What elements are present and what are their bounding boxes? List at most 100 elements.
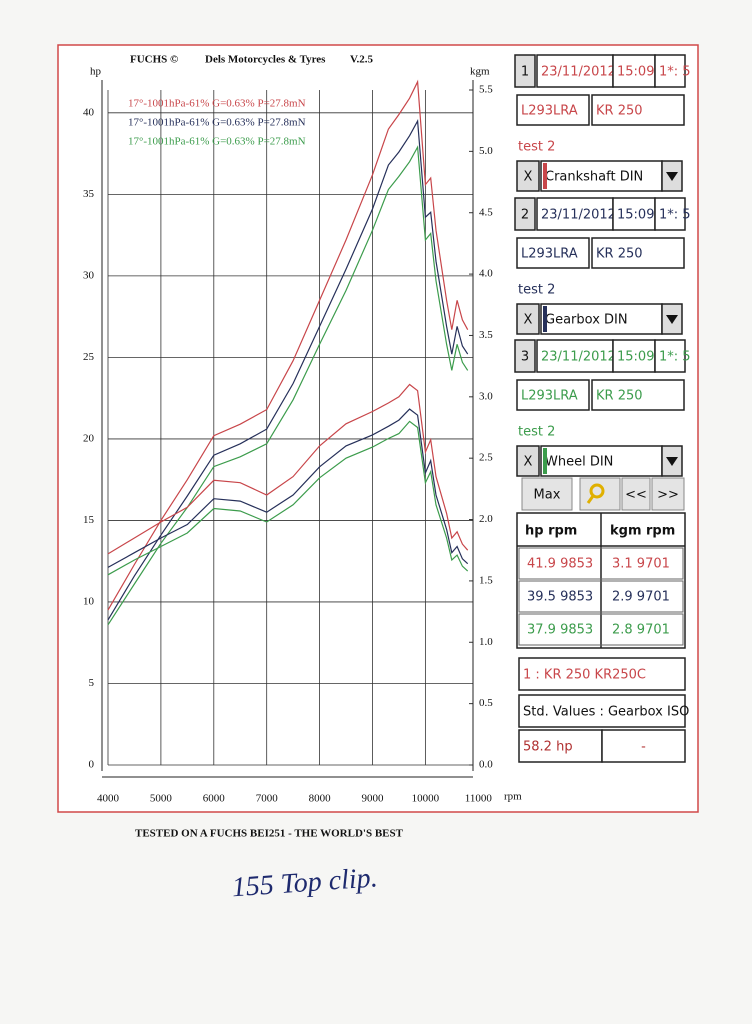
run-time: 15:09	[617, 65, 654, 80]
chart-title: Dels Motorcycles & Tyres	[205, 54, 326, 66]
run-model: KR 250	[596, 247, 643, 262]
y2-tick-label: 5.0	[479, 145, 493, 157]
x-tick-label: 6000	[203, 793, 226, 805]
run-date-box	[536, 339, 614, 373]
run-time-box	[612, 339, 656, 373]
model-info: 1 : KR 250 KR250C	[523, 668, 646, 683]
y-tick-label: 0	[89, 759, 95, 771]
zoom-icon	[589, 483, 605, 499]
run-plate: L293LRA	[521, 247, 578, 262]
run-date: 23/11/2012	[541, 350, 616, 365]
run-number: 3	[521, 350, 529, 365]
legend-entry: 17°-1001hPa-61% G=0.63% P=27.8mN	[128, 98, 306, 110]
run-mode: Crankshaft DIN	[545, 170, 643, 185]
run-test: test 2	[518, 283, 555, 298]
y2-tick-label: 4.5	[479, 206, 493, 218]
power-line	[107, 145, 469, 626]
nav-button[interactable]	[651, 477, 685, 511]
power-line	[107, 79, 469, 611]
close-label: X	[524, 455, 533, 470]
x-tick-label: 11000	[465, 793, 493, 805]
mode-stripe	[543, 448, 547, 474]
table-header: kgm rpm	[610, 524, 675, 539]
run-ratio-box	[654, 54, 686, 88]
run-model-box	[591, 379, 685, 411]
table-cell: 41.9 9853	[527, 557, 593, 572]
table-cell: 37.9 9853	[527, 623, 593, 638]
run-number-box	[514, 197, 536, 231]
result-box	[518, 729, 603, 763]
zoom-button[interactable]	[579, 477, 621, 511]
torque-line	[107, 420, 469, 576]
run-model-box	[591, 94, 685, 126]
y-tick-label: 35	[83, 188, 95, 200]
y2-tick-label: 1.5	[479, 574, 493, 586]
close-button[interactable]	[516, 303, 540, 335]
y2-tick-label: 2.0	[479, 513, 493, 525]
table-cell: 39.5 9853	[527, 590, 593, 605]
x-tick-label: 9000	[361, 793, 384, 805]
run-number-box	[514, 339, 536, 373]
y2-tick-label: 3.0	[479, 390, 493, 402]
run-date: 23/11/2012	[541, 208, 616, 223]
y2-tick-label: 0.0	[479, 759, 493, 771]
run-ratio-box	[654, 197, 686, 231]
table-cell: 2.9 9701	[612, 590, 670, 605]
y2-tick-label: 5.5	[479, 84, 493, 96]
run-time: 15:09	[617, 208, 654, 223]
y-tick-label: 10	[83, 595, 95, 607]
close-label: X	[524, 313, 533, 328]
version: V.2.5	[350, 54, 374, 66]
run-ratio: 1*: 5	[659, 350, 691, 365]
x-tick-label: 5000	[150, 793, 173, 805]
close-button[interactable]	[516, 445, 540, 477]
y2-tick-label: 4.0	[479, 268, 493, 280]
y2-tick-label: 2.5	[479, 452, 493, 464]
run-plate-box	[516, 379, 590, 411]
y-axis-label: hp	[90, 66, 102, 78]
dropdown-arrow	[666, 457, 678, 466]
y2-axis-label: kgm	[470, 66, 490, 78]
x-tick-label: 10000	[412, 793, 440, 805]
x-tick-label: 4000	[97, 793, 120, 805]
x-axis-label: rpm	[504, 791, 522, 803]
table-row	[518, 613, 684, 646]
nav-button[interactable]	[521, 477, 573, 511]
run-date: 23/11/2012	[541, 65, 616, 80]
y-tick-label: 25	[83, 351, 95, 363]
run-ratio-box	[654, 339, 686, 373]
y2-tick-label: 1.0	[479, 636, 493, 648]
nav-button[interactable]	[621, 477, 651, 511]
y-tick-label: 5	[89, 677, 95, 689]
model-info-box	[518, 657, 686, 691]
run-mode: Gearbox DIN	[545, 313, 628, 328]
mode-stripe	[543, 163, 547, 189]
result-extra: -	[641, 740, 646, 755]
run-number: 1	[521, 65, 529, 80]
run-plate: L293LRA	[521, 104, 578, 119]
close-button[interactable]	[516, 160, 540, 192]
y2-tick-label: 3.5	[479, 329, 493, 341]
run-plate-box	[516, 94, 590, 126]
run-time: 15:09	[617, 350, 654, 365]
legend-entry: 17°-1001hPa-61% G=0.63% P=27.8mN	[128, 136, 306, 148]
x-tick-label: 8000	[309, 793, 332, 805]
run-plate: L293LRA	[521, 389, 578, 404]
standard-box	[518, 694, 686, 728]
run-test: test 2	[518, 425, 555, 440]
caption: TESTED ON A FUCHS BEI251 - THE WORLD'S B…	[135, 828, 404, 840]
y-tick-label: 20	[83, 432, 95, 444]
run-number-box	[514, 54, 536, 88]
y-tick-label: 15	[83, 514, 95, 526]
table-row	[518, 580, 684, 613]
y-tick-label: 40	[83, 106, 95, 118]
run-plate-box	[516, 237, 590, 269]
result: 58.2 hp	[523, 740, 573, 755]
run-ratio: 1*: 5	[659, 65, 691, 80]
x-tick-label: 7000	[256, 793, 279, 805]
run-ratio: 1*: 5	[659, 208, 691, 223]
table-cell: 3.1 9701	[612, 557, 670, 572]
legend-entry: 17°-1001hPa-61% G=0.63% P=27.8mN	[128, 117, 306, 129]
table-cell: 2.8 9701	[612, 623, 670, 638]
